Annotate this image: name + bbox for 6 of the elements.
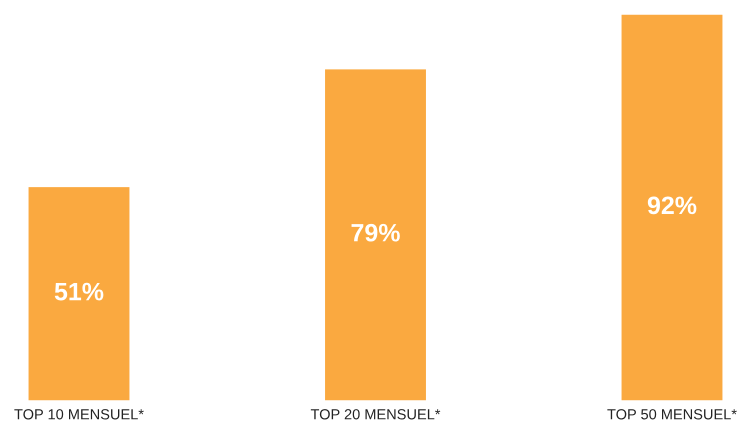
data-label: 79%: [352, 224, 400, 242]
data-label: 51%: [54, 282, 104, 300]
x-tick-label: TOP 10 MENSUEL*: [14, 409, 144, 420]
x-tick-label: TOP 20 MENSUEL*: [310, 409, 440, 420]
data-label: 92%: [648, 196, 696, 214]
x-tick-label: TOP 50 MENSUEL*: [607, 409, 737, 420]
